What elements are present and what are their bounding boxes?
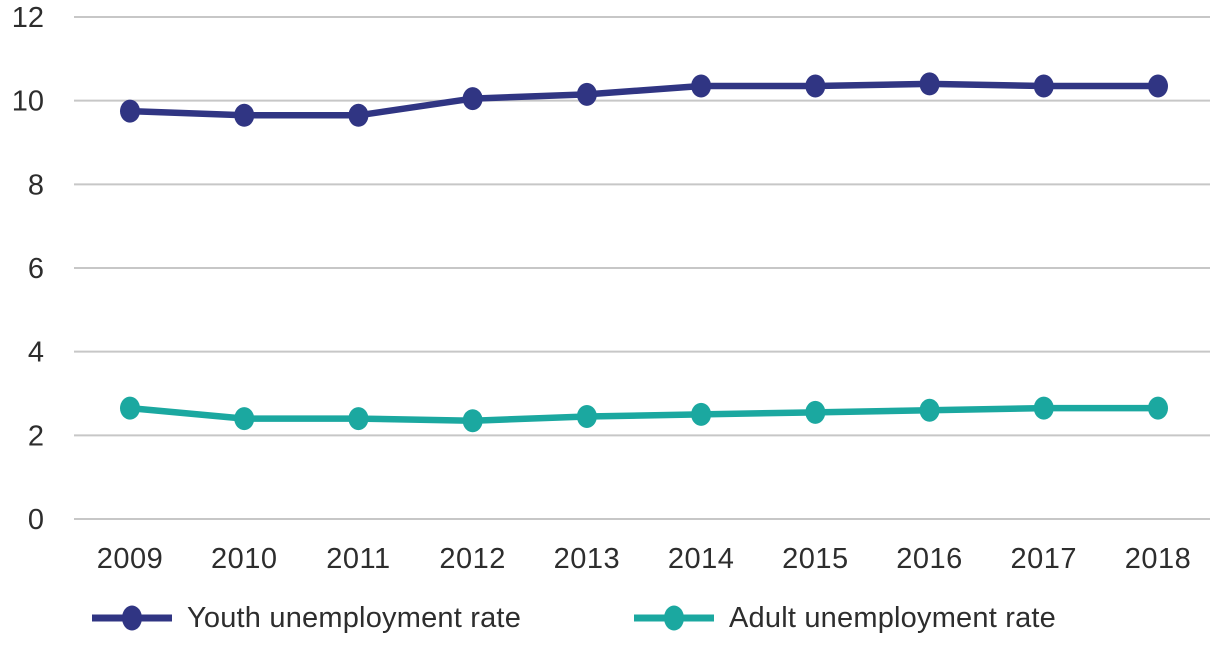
data-point xyxy=(576,82,597,106)
y-tick-label: 8 xyxy=(28,169,44,201)
data-point xyxy=(805,400,826,424)
data-point xyxy=(1148,74,1168,98)
data-point xyxy=(120,396,140,420)
data-point xyxy=(691,402,712,426)
x-tick-label: 2016 xyxy=(896,543,963,575)
x-tick-label: 2015 xyxy=(782,543,849,575)
data-point xyxy=(234,407,255,431)
data-point xyxy=(1148,396,1168,420)
data-point xyxy=(462,409,483,433)
x-tick-label: 2011 xyxy=(326,543,390,575)
data-point xyxy=(576,405,597,429)
y-tick-label: 10 xyxy=(12,86,44,118)
y-tick-label: 12 xyxy=(12,2,44,34)
data-point xyxy=(1033,396,1054,420)
x-tick-label: 2014 xyxy=(668,543,735,575)
legend-item-adult: Adult unemployment rate xyxy=(632,598,1056,638)
y-tick-label: 0 xyxy=(28,504,44,536)
x-tick-label: 2010 xyxy=(211,543,278,575)
legend: Youth unemployment rate Adult unemployme… xyxy=(0,598,1215,642)
legend-item-youth: Youth unemployment rate xyxy=(90,598,521,638)
data-point xyxy=(234,103,255,127)
y-tick-label: 2 xyxy=(28,420,44,452)
youth-line-marker-icon xyxy=(92,605,172,631)
data-point xyxy=(919,398,940,422)
chart-svg: 0 2 4 6 8 10 12 2009 2010 2011 2012 2013 2014 2015 201… xyxy=(12,2,1210,575)
series-line-1 xyxy=(126,404,1162,424)
data-point xyxy=(120,99,140,123)
data-point xyxy=(691,74,712,98)
x-tick-label: 2012 xyxy=(439,543,506,575)
legend-label-adult: Adult unemployment rate xyxy=(729,601,1056,634)
y-tick-label: 6 xyxy=(28,253,44,285)
x-tick-label: 2009 xyxy=(97,543,164,575)
data-point xyxy=(348,103,369,127)
y-tick-label: 4 xyxy=(28,337,44,369)
legend-label-youth: Youth unemployment rate xyxy=(187,601,522,634)
x-tick-label: 2013 xyxy=(554,543,621,575)
adult-line-marker-icon xyxy=(634,605,714,631)
x-tick-label: 2018 xyxy=(1125,543,1192,575)
data-point xyxy=(805,74,826,98)
series-line-0 xyxy=(126,80,1162,119)
data-point xyxy=(462,87,483,111)
data-point xyxy=(348,407,369,431)
data-point xyxy=(919,72,940,96)
data-point xyxy=(1033,74,1054,98)
x-tick-label: 2017 xyxy=(1011,543,1078,575)
